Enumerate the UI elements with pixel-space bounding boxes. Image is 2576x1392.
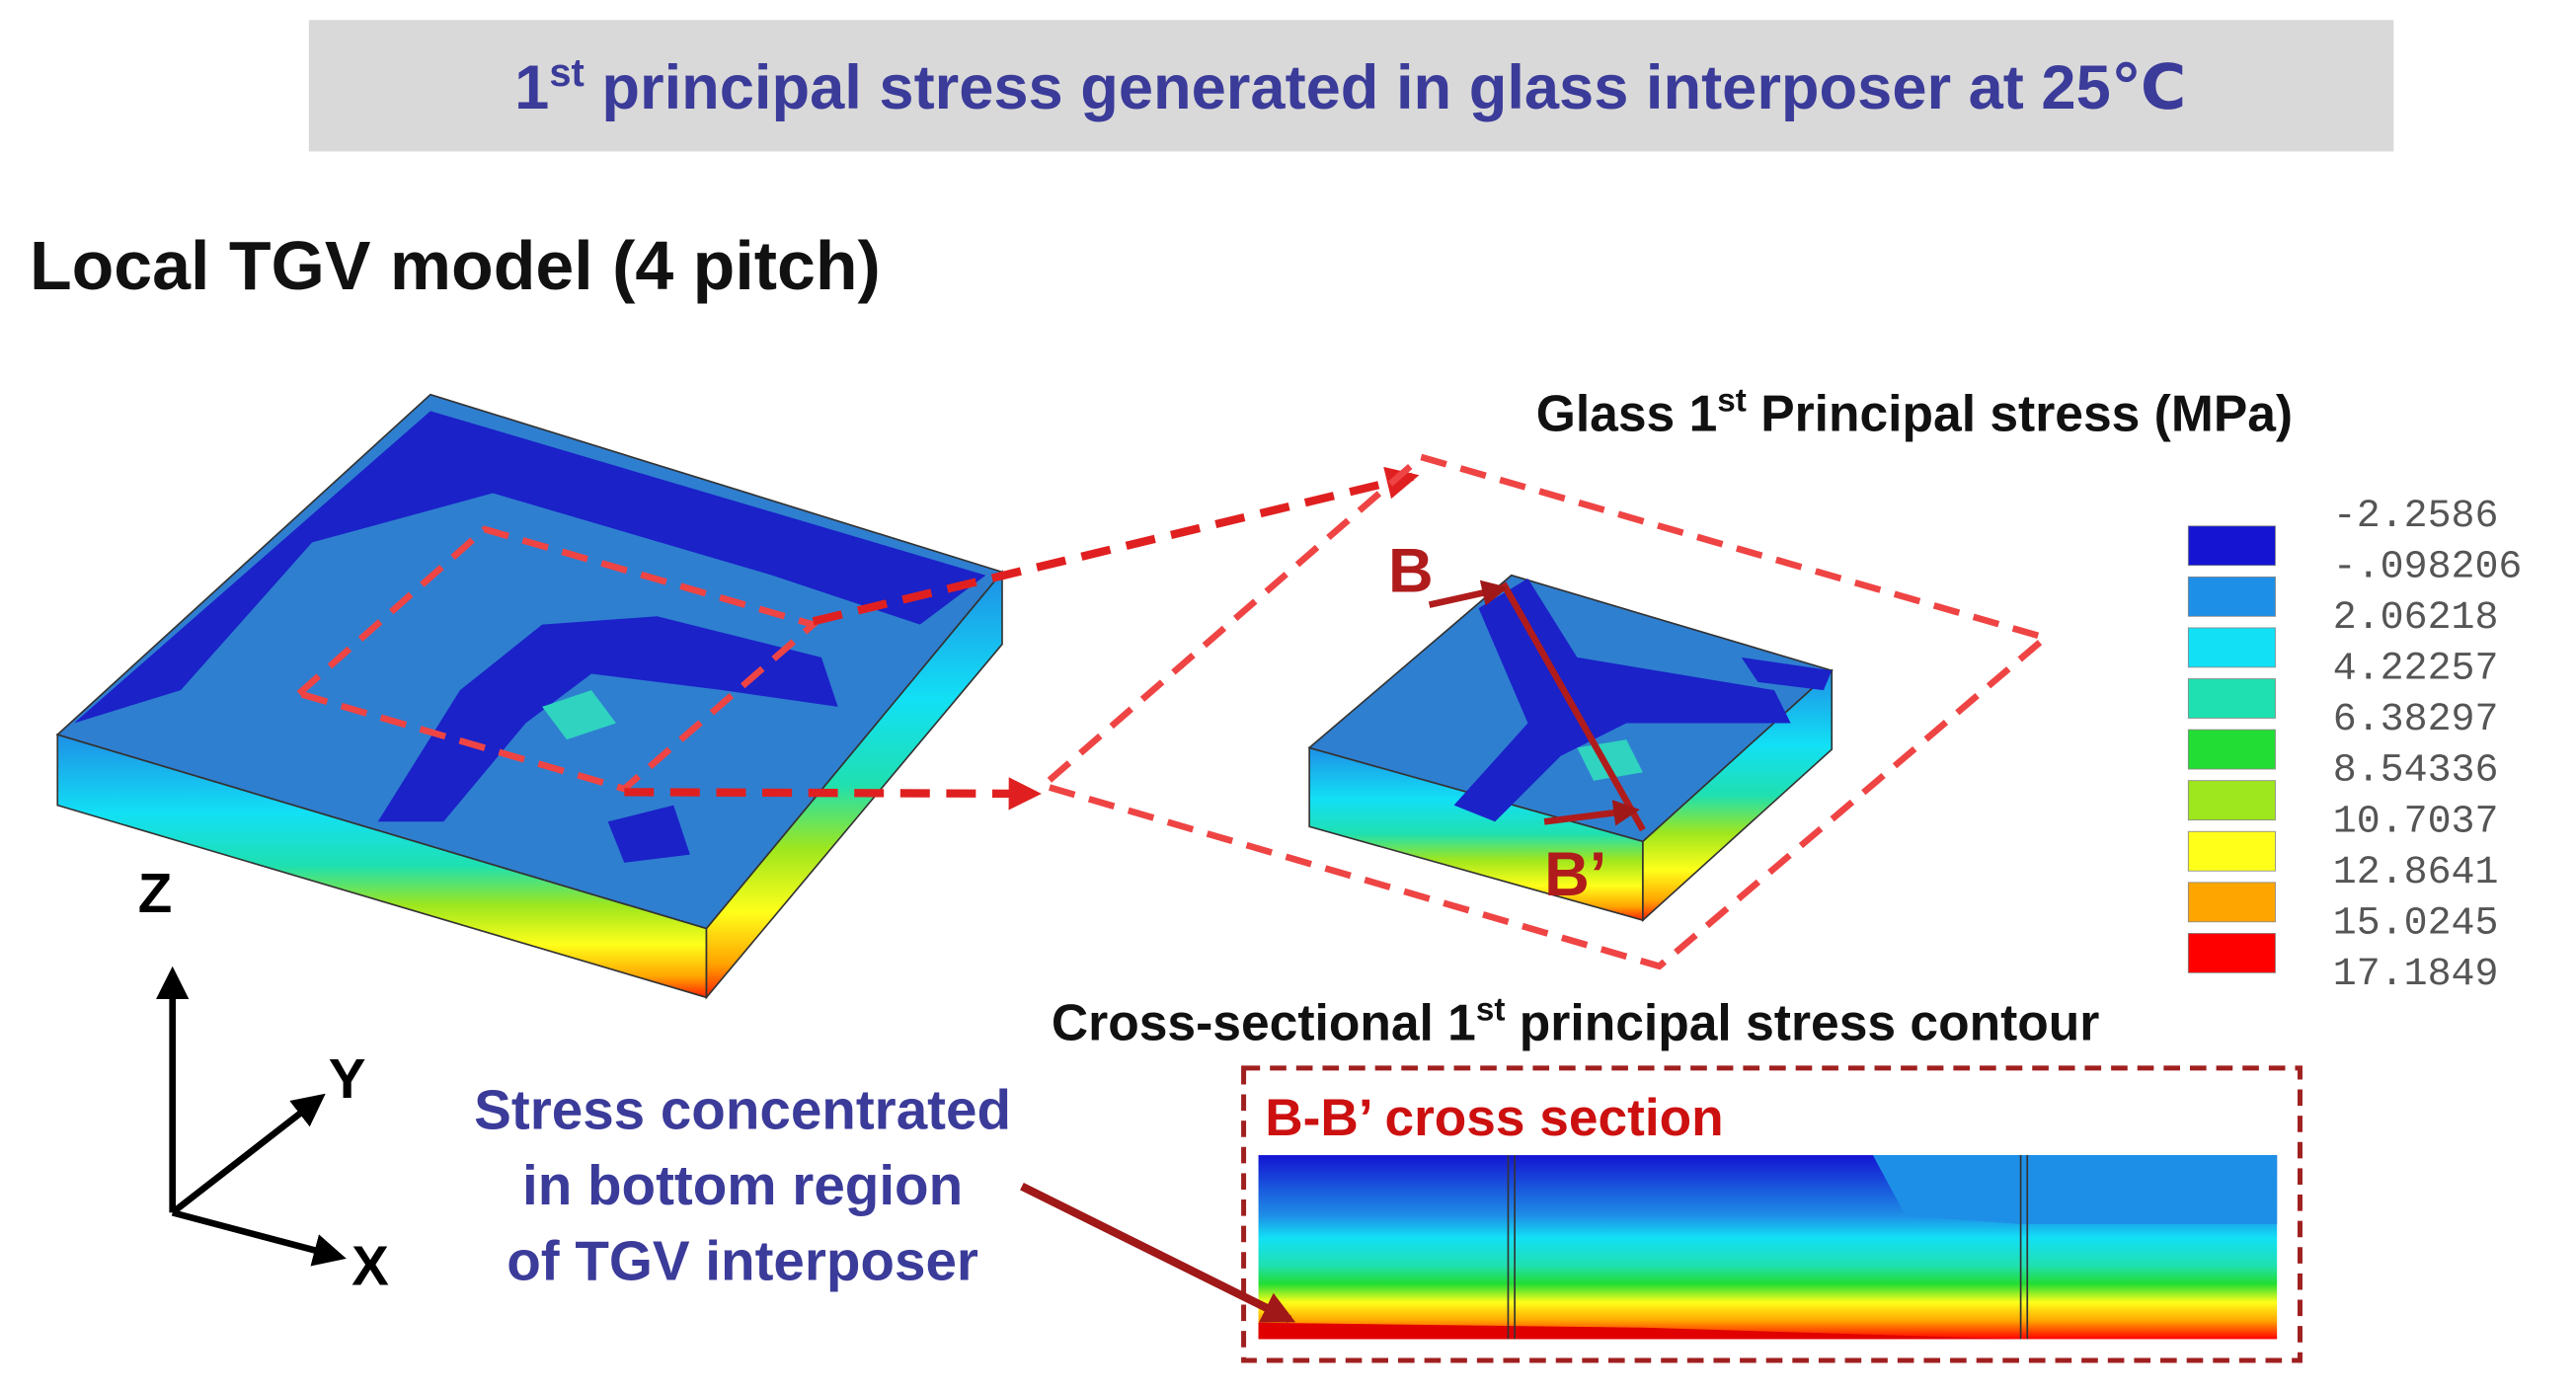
section-title-sup: st [1476, 992, 1506, 1029]
legend-swatch [2187, 525, 2276, 567]
annotation-line: in bottom region [522, 1154, 963, 1216]
legend-title-text: Glass 1 [1536, 384, 1718, 441]
legend-label: 6.38297 [2333, 697, 2499, 741]
legend-label: 4.22257 [2333, 647, 2499, 691]
zoom-frame [1036, 453, 2053, 970]
legend-swatch [2187, 933, 2276, 973]
slab-model [55, 393, 1004, 1000]
title-text: 1 [514, 53, 549, 122]
legend-label: 8.54336 [2333, 748, 2499, 793]
marker-b-prime: B’ [1544, 840, 1606, 909]
legend-label: 2.06218 [2333, 595, 2499, 640]
marker-arrow [1428, 580, 1509, 608]
section-title-text: principal stress contour [1505, 994, 2099, 1051]
section-title-text: Cross-sectional 1 [1052, 994, 1476, 1051]
marker-arrow [1543, 800, 1640, 826]
legend-swatch [2187, 830, 2276, 872]
subtitle: Local TGV model (4 pitch) [30, 227, 881, 304]
legend-swatch [2187, 678, 2276, 719]
legend-title-sup: st [1717, 382, 1747, 419]
legend-swatch [2187, 729, 2276, 770]
zoom-arrow [624, 777, 1042, 811]
legend-label: 17.1849 [2333, 952, 2499, 996]
legend-label: 10.7037 [2333, 799, 2499, 843]
axis-x: X [351, 1235, 389, 1297]
legend-swatch [2187, 627, 2276, 668]
title-banner [308, 20, 2394, 152]
section-title: Cross-sectional 1st principal stress con… [1052, 992, 2099, 1051]
axis-triad [156, 966, 347, 1267]
zoom-arrow [812, 466, 1420, 626]
section-label: B-B’ cross section [1265, 1089, 1723, 1147]
legend-label: 15.0245 [2333, 900, 2499, 945]
title: 1st principal stress generated in glass … [514, 51, 2186, 122]
legend: -2.2586 -.098206 2.06218 4.22257 6.38297 8.54… [2187, 494, 2523, 996]
legend-title-text: Principal stress (MPa) [1747, 384, 2293, 441]
legend-swatch [2187, 882, 2276, 923]
legend-label: 12.8641 [2333, 850, 2499, 894]
legend-title: Glass 1st Principal stress (MPa) [1536, 382, 2293, 441]
title-text: principal stress generated in glass inte… [585, 53, 2186, 122]
marker-b: B [1388, 536, 1434, 605]
axis-z: Z [138, 862, 173, 924]
axis-y: Y [329, 1047, 366, 1110]
section-contour [1258, 1155, 2278, 1340]
annotation-line: Stress concentrated [474, 1078, 1011, 1140]
zoom-region [292, 525, 820, 793]
annotation-line: of TGV interposer [507, 1230, 978, 1292]
section-line [1500, 581, 1646, 832]
legend-label: -.098206 [2333, 544, 2523, 588]
legend-swatch [2187, 576, 2276, 617]
section-frame [1241, 1065, 2303, 1363]
legend-swatch [2187, 780, 2276, 821]
title-sup: st [549, 51, 585, 95]
legend-label: -2.2586 [2333, 494, 2499, 538]
annotation-arrow [1020, 1182, 1296, 1324]
